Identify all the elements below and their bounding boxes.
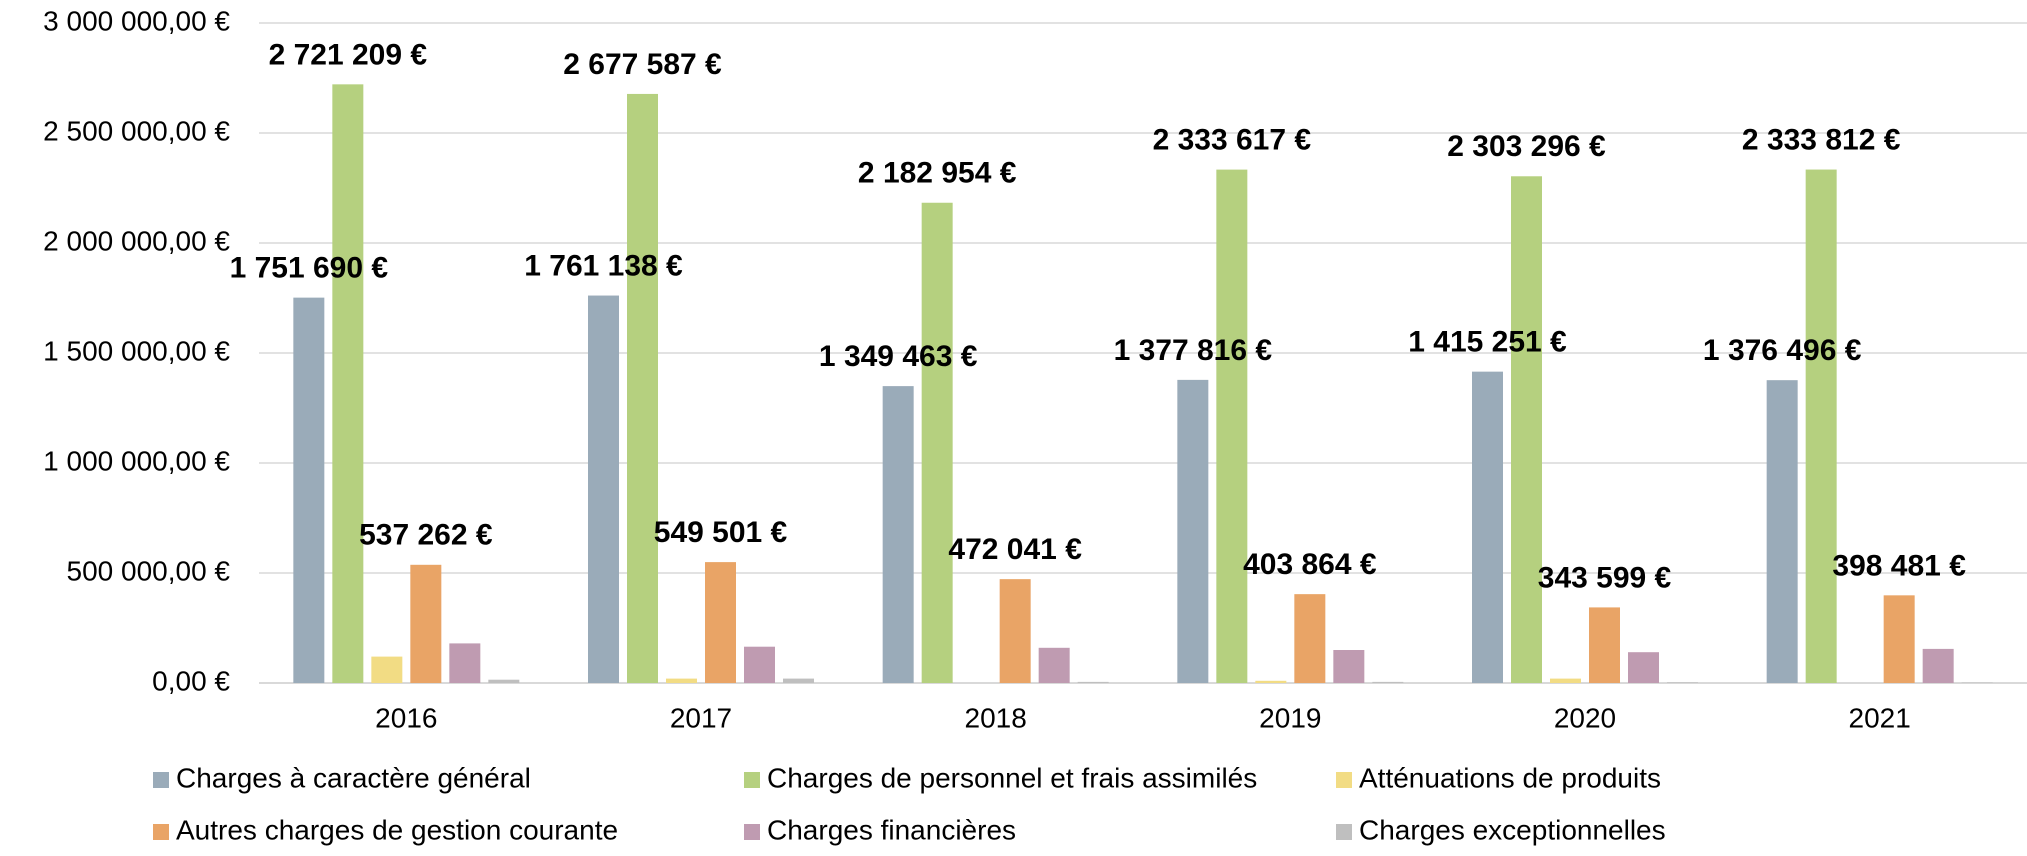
bar — [588, 296, 619, 683]
legend-swatch — [744, 824, 760, 840]
data-label: 2 303 296 € — [1447, 130, 1606, 163]
bar — [1078, 682, 1109, 683]
data-label: 1 761 138 € — [524, 249, 683, 282]
x-tick-label: 2018 — [965, 702, 1027, 733]
legend-label: Charges de personnel et frais assimilés — [767, 762, 1257, 793]
data-label: 1 415 251 € — [1408, 326, 1567, 359]
x-tick-label: 2021 — [1849, 702, 1911, 733]
legend-swatch — [153, 824, 169, 840]
x-tick-label: 2017 — [670, 702, 732, 733]
bar — [1039, 648, 1070, 683]
data-label: 2 182 954 € — [858, 157, 1017, 190]
y-tick-label: 1 500 000,00 € — [43, 335, 230, 366]
data-label: 2 333 617 € — [1153, 124, 1312, 157]
bar — [1511, 176, 1542, 683]
bar — [922, 203, 953, 683]
bar — [1177, 380, 1208, 683]
legend-swatch — [1336, 772, 1352, 788]
bar — [1589, 607, 1620, 683]
data-label: 2 677 587 € — [563, 48, 722, 81]
bar — [744, 647, 775, 683]
bar — [1767, 380, 1798, 683]
bar — [666, 679, 697, 683]
bar — [1372, 682, 1403, 683]
bar — [705, 562, 736, 683]
x-tick-label: 2019 — [1259, 702, 1321, 733]
data-label: 1 349 463 € — [819, 340, 978, 373]
bar — [332, 84, 363, 683]
x-tick-label: 2016 — [375, 702, 437, 733]
bar — [1000, 579, 1031, 683]
y-tick-label: 2 000 000,00 € — [43, 225, 230, 256]
bar — [293, 298, 324, 683]
legend-label: Atténuations de produits — [1359, 762, 1661, 793]
bar — [1333, 650, 1364, 683]
data-label: 549 501 € — [654, 516, 788, 549]
legend-swatch — [744, 772, 760, 788]
bar — [1806, 170, 1837, 683]
bar — [1294, 594, 1325, 683]
bar — [883, 386, 914, 683]
legend-swatch — [1336, 824, 1352, 840]
bar — [1628, 652, 1659, 683]
bar — [1884, 595, 1915, 683]
data-label: 343 599 € — [1538, 561, 1672, 594]
legend-label: Charges à caractère général — [176, 762, 531, 793]
data-label: 403 864 € — [1243, 548, 1377, 581]
legend-swatch — [153, 772, 169, 788]
data-label: 398 481 € — [1832, 549, 1966, 582]
data-label: 1 751 690 € — [230, 252, 389, 285]
y-tick-label: 1 000 000,00 € — [43, 445, 230, 476]
bar — [1923, 649, 1954, 683]
bar — [1550, 679, 1581, 683]
legend-label: Charges financières — [767, 814, 1016, 845]
bar — [488, 680, 519, 683]
x-tick-label: 2020 — [1554, 702, 1616, 733]
bar — [1472, 372, 1503, 683]
data-label: 2 721 209 € — [269, 38, 428, 71]
bar — [1667, 682, 1698, 683]
bar — [1216, 170, 1247, 683]
data-label: 537 262 € — [359, 519, 493, 552]
legend-label: Charges exceptionnelles — [1359, 814, 1666, 845]
data-label: 2 333 812 € — [1742, 123, 1901, 156]
data-label: 1 377 816 € — [1114, 334, 1273, 367]
y-tick-label: 3 000 000,00 € — [43, 5, 230, 36]
data-label: 1 376 496 € — [1703, 334, 1862, 367]
data-label: 472 041 € — [948, 533, 1082, 566]
bar — [783, 679, 814, 683]
bar — [449, 643, 480, 683]
bar — [627, 94, 658, 683]
legend-label: Autres charges de gestion courante — [176, 814, 618, 845]
y-tick-label: 2 500 000,00 € — [43, 115, 230, 146]
y-tick-label: 500 000,00 € — [67, 555, 231, 586]
bar — [410, 565, 441, 683]
bar — [1255, 681, 1286, 683]
bar — [371, 657, 402, 683]
y-tick-label: 0,00 € — [152, 665, 230, 696]
